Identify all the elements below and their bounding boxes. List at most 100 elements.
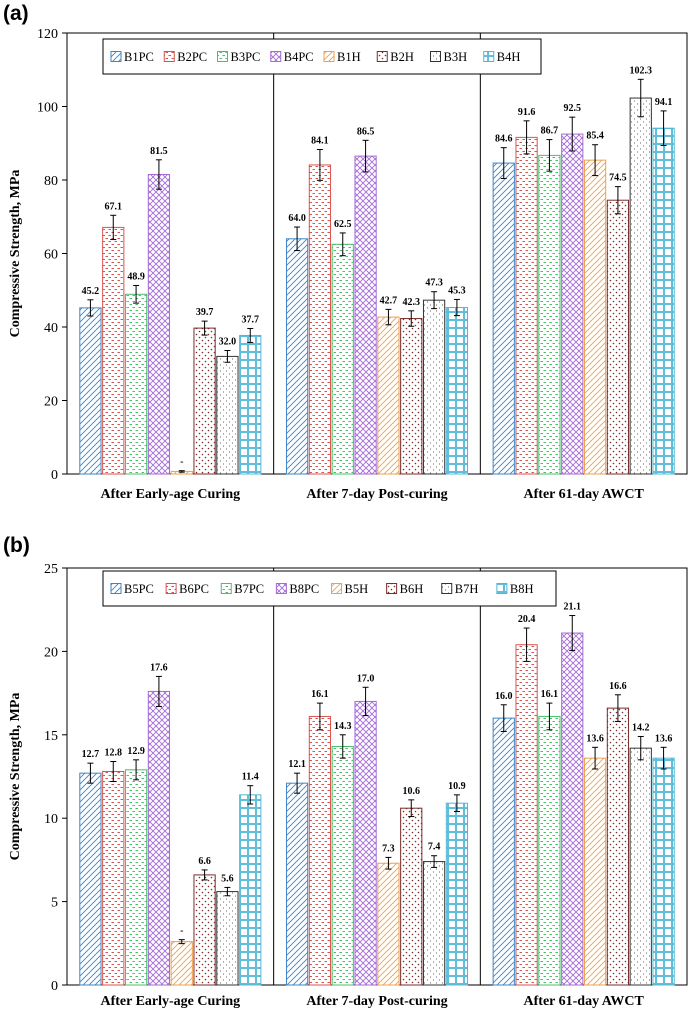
data-label: 16.0	[495, 691, 513, 702]
bar-B4H-1	[445, 307, 469, 475]
data-label: 12.1	[288, 759, 306, 770]
y-tick-label: 5	[51, 896, 58, 911]
data-label: 16.6	[609, 681, 627, 692]
legend-label: B1H	[337, 50, 361, 64]
data-label: 10.6	[403, 786, 421, 797]
legend-label: B6PC	[179, 582, 209, 596]
data-label: 17.6	[150, 662, 168, 673]
y-tick-label: 20	[44, 645, 58, 660]
bar-B5H-2	[583, 757, 607, 986]
data-label: 16.1	[541, 689, 559, 700]
bar-B2PC-0	[102, 226, 125, 475]
legend-swatch	[496, 583, 508, 594]
data-label: 10.9	[448, 781, 466, 792]
bar-B4PC-1	[354, 155, 377, 475]
y-tick-label: 0	[51, 468, 58, 483]
y-tick-label: 0	[51, 979, 58, 994]
bar-B2H-0	[193, 327, 216, 475]
bar-B6H-0	[193, 874, 216, 986]
panel-label: (b)	[3, 534, 30, 557]
legend-label: B8PC	[289, 582, 319, 596]
data-label: 32.0	[219, 337, 237, 348]
legend-swatch	[483, 51, 495, 62]
data-label: 48.9	[127, 271, 145, 282]
legend-swatch	[376, 51, 388, 62]
legend-label: B2PC	[177, 50, 207, 64]
bar-B7H-1	[422, 861, 446, 986]
data-label: 62.5	[334, 219, 352, 230]
y-tick-label: 60	[44, 248, 58, 263]
bar-B2PC-2	[515, 136, 538, 475]
legend-label: B8H	[510, 582, 534, 596]
legend-label: B1PC	[124, 50, 154, 64]
legend-swatch	[275, 583, 287, 594]
bar-B7PC-2	[538, 715, 561, 986]
bar-B7PC-0	[124, 769, 148, 986]
data-label: 92.5	[564, 103, 582, 114]
bar-B1H-2	[583, 159, 607, 475]
data-label: 20.4	[518, 614, 536, 625]
y-tick-label: 100	[37, 101, 58, 116]
y-tick-label: 80	[44, 174, 58, 189]
bar-B3H-2	[629, 97, 652, 475]
data-label: 84.6	[495, 134, 513, 145]
bar-B2H-1	[400, 318, 423, 475]
category-label: After 61-day AWCT	[524, 994, 645, 1009]
bar-B7H-0	[216, 891, 239, 986]
legend-swatch	[220, 583, 232, 594]
y-tick-label: 40	[44, 321, 58, 336]
y-tick-label: 120	[37, 27, 58, 42]
data-label: -	[180, 457, 183, 468]
bar-B3H-0	[216, 355, 239, 475]
bar-B6H-1	[400, 807, 423, 986]
bar-B3PC-0	[124, 293, 148, 475]
bar-B8PC-0	[147, 690, 171, 986]
legend-swatch	[441, 583, 453, 594]
legend-swatch	[386, 583, 398, 594]
legend-label: B5H	[345, 582, 369, 596]
data-label: 42.7	[380, 295, 398, 306]
legend-swatch	[430, 51, 441, 62]
bar-B2PC-1	[308, 164, 332, 475]
bar-B4PC-0	[147, 173, 171, 475]
data-label: 12.9	[127, 746, 145, 757]
data-label: 45.2	[82, 286, 100, 297]
data-label: 37.7	[242, 314, 260, 325]
data-label: 86.5	[357, 126, 375, 137]
bar-B7PC-1	[331, 745, 354, 986]
data-label: 13.6	[655, 733, 673, 744]
data-label: 42.3	[403, 297, 421, 308]
plot-frame	[66, 567, 688, 986]
bar-B6H-2	[606, 707, 630, 986]
data-label: 74.5	[609, 173, 627, 184]
bar-B8H-2	[652, 757, 675, 986]
bar-B5H-1	[377, 862, 400, 986]
panel-label: (a)	[3, 2, 29, 25]
y-tick-label: 25	[44, 562, 58, 577]
data-label: 39.7	[196, 307, 214, 318]
data-label: 7.4	[428, 842, 441, 853]
legend: B5PC B6PC B7PC B8PC B5H B6H B7H B8H	[102, 570, 557, 607]
bar-B2H-2	[606, 199, 630, 475]
bar-B1H-1	[377, 316, 400, 475]
bar-B6PC-1	[308, 715, 332, 986]
legend-swatch	[323, 51, 335, 62]
data-label: 7.3	[382, 843, 395, 854]
legend-swatch	[163, 51, 175, 62]
bar-B3H-1	[422, 299, 446, 475]
bar-B5PC-1	[285, 782, 309, 986]
legend-label: B3H	[444, 50, 468, 64]
data-label: 102.3	[630, 65, 653, 76]
category-label: After 61-day AWCT	[524, 487, 645, 502]
data-label: 67.1	[105, 201, 123, 212]
legend-label: B4PC	[284, 50, 314, 64]
data-label: 16.1	[311, 689, 329, 700]
bar-B4H-0	[239, 334, 262, 475]
data-label: 81.5	[150, 146, 168, 157]
legend-swatch	[270, 51, 282, 62]
bar-B8PC-2	[561, 632, 584, 986]
legend-label: B5PC	[124, 582, 154, 596]
data-label: 14.2	[632, 722, 650, 733]
data-label: 85.4	[586, 131, 604, 142]
